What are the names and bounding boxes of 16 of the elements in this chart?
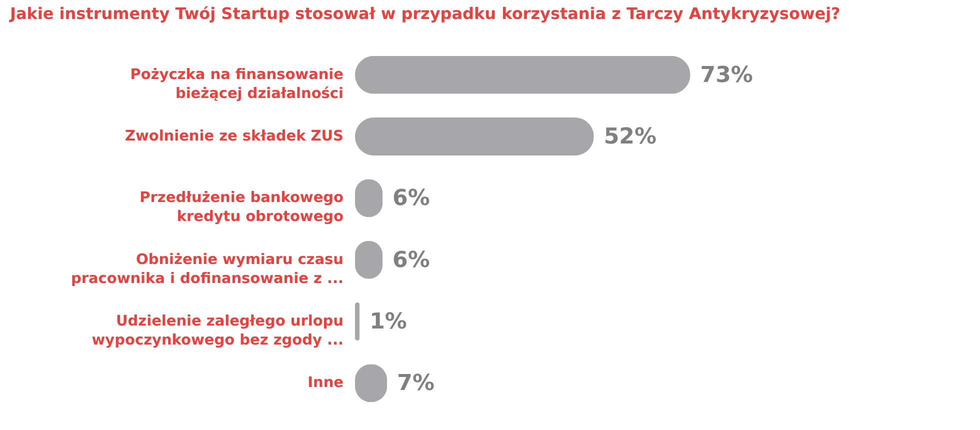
data-label: 7% (397, 371, 435, 396)
y-tick-label: Obniżenie wymiaru czasu pracownika i dofinansowanie z ... (70, 252, 344, 287)
data-label: 6% (392, 248, 430, 273)
bar (355, 302, 360, 340)
chart-title: Jakie instrumenty Twój Startup stosował w przypadku korzystania z Tarczy Antykryzysowej? (9, 4, 840, 23)
y-tick-label: Przedłużenie bankowego kredytu obrotowego (140, 190, 344, 226)
y-tick-label: Inne (308, 375, 344, 392)
bar (355, 118, 594, 156)
y-tick-label: Pożyczka na finansowanie bieżącej działalności (130, 66, 344, 102)
data-label: 73% (700, 62, 753, 88)
y-tick-label: Zwolnienie ze składek ZUS (124, 128, 344, 144)
data-label: 52% (604, 124, 657, 150)
y-tick-label: Udzielenie zaległego urlopu wypoczynkowego bez zgody ... (92, 314, 344, 348)
data-label: 1% (370, 310, 407, 334)
bar (355, 56, 690, 94)
data-label: 6% (392, 186, 430, 212)
